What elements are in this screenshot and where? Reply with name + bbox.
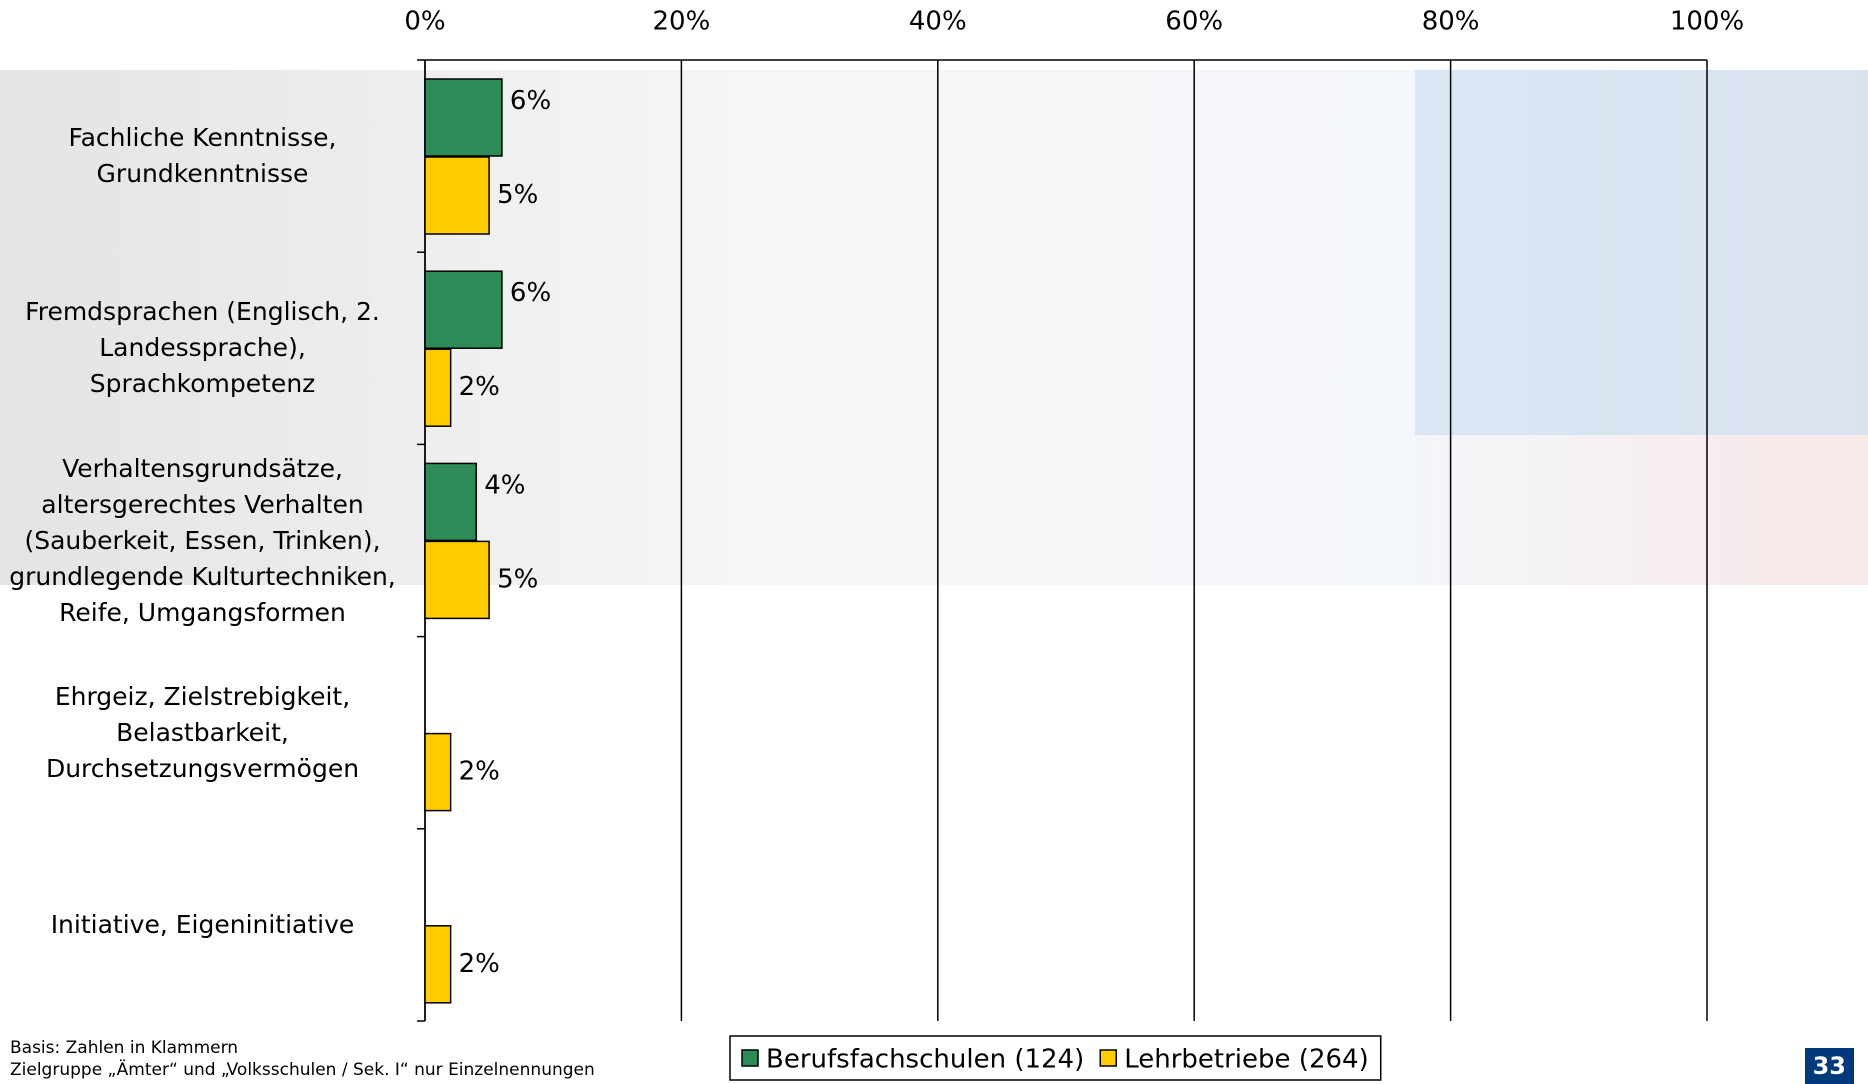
bar [424,78,503,157]
category-label: Verhaltensgrundsätze, altersgerechtes Ve… [9,453,396,627]
value-label: 4% [484,470,525,500]
value-label: 5% [497,180,538,210]
bar [424,462,478,542]
value-label: 6% [510,86,551,116]
value-label: 6% [510,278,551,308]
page-number: 33 [1804,1048,1854,1084]
bar [424,925,452,1004]
value-label: 2% [459,757,500,787]
bar [424,270,503,349]
x-tick-label: 20% [653,7,711,37]
legend-label: Lehrbetriebe (264) [1124,1045,1368,1075]
category-label: Fachliche Kenntnisse, Grundkenntnisse [68,123,337,189]
value-label: 2% [459,372,500,402]
legend-label: Berufsfachschulen (124) [766,1045,1084,1075]
legend-swatch [741,1049,759,1067]
footnote: Basis: Zahlen in Klammern [10,1038,239,1058]
bar [424,348,452,427]
category-label: Fremdsprachen (Englisch, 2. Landessprach… [25,297,380,399]
x-tick-label: 80% [1422,7,1480,37]
category-label: Ehrgeiz, Zielstrebigkeit, Belastbarkeit,… [45,681,360,783]
x-tick-label: 0% [404,7,445,37]
value-label: 2% [459,949,500,979]
legend-swatch [1099,1049,1117,1067]
bar [424,156,490,235]
footnote: Zielgruppe „Ämter“ und „Volksschulen / S… [10,1060,595,1080]
legend-box [729,1035,1382,1081]
background-banner [1415,70,1868,435]
x-tick-label: 40% [909,7,967,37]
x-tick-label: 60% [1165,7,1223,37]
x-tick-label: 100% [1670,7,1744,37]
value-label: 5% [497,564,538,594]
bar [424,540,490,620]
category-label: Initiative, Eigeninitiative [50,909,355,939]
bar [424,732,452,812]
